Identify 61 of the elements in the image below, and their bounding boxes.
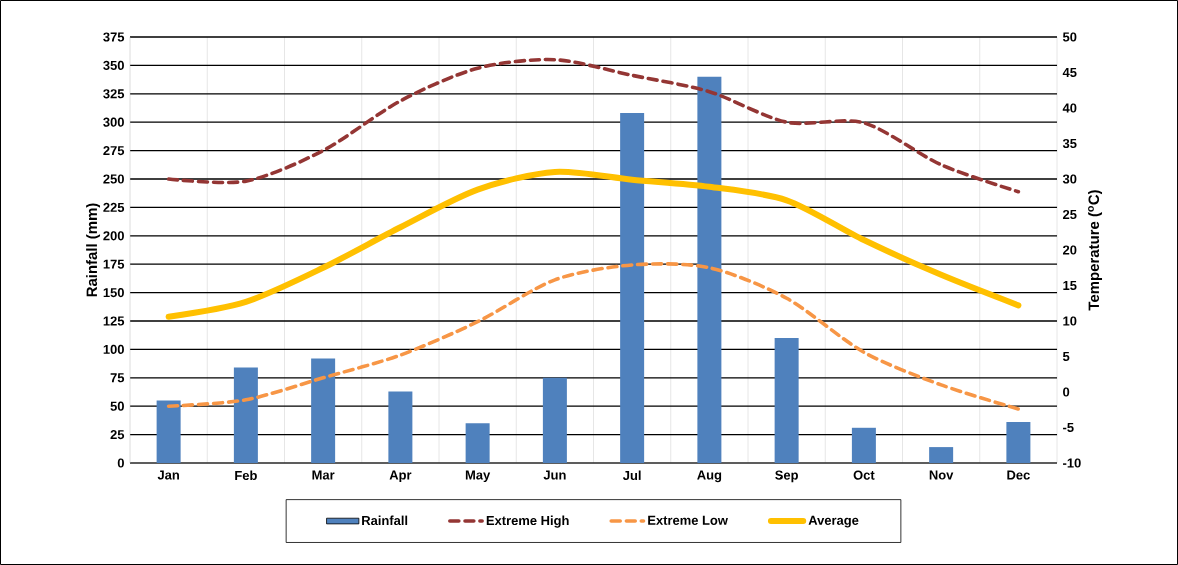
y-tick-label: 225 bbox=[103, 202, 125, 212]
y-tick-label: 300 bbox=[103, 117, 124, 127]
bar bbox=[542, 377, 567, 463]
y2-tick-label: 0 bbox=[1063, 387, 1070, 397]
y-tick-label: 275 bbox=[103, 146, 125, 156]
x-tick-label: Dec bbox=[1007, 470, 1030, 480]
legend-label: Extreme Low bbox=[648, 515, 728, 525]
bar bbox=[697, 76, 722, 463]
bar bbox=[1006, 422, 1031, 463]
y-tick-label: 75 bbox=[110, 373, 125, 383]
line-series bbox=[166, 57, 1021, 194]
y2-tick-label: 30 bbox=[1062, 174, 1077, 184]
y2-tick-label: 5 bbox=[1062, 351, 1070, 362]
y-tick-label: 200 bbox=[103, 231, 124, 241]
legend-label: Average bbox=[808, 515, 859, 528]
y-tick-label: 375 bbox=[103, 32, 125, 42]
legend-label: Rainfall bbox=[362, 515, 408, 526]
x-tick-label: Jan bbox=[157, 470, 179, 480]
y-tick-label: 0 bbox=[117, 458, 124, 468]
y2-tick-label: 20 bbox=[1062, 245, 1077, 255]
bar bbox=[620, 113, 645, 463]
y-tick-label: 150 bbox=[103, 288, 124, 298]
y2-tick-label: 15 bbox=[1063, 280, 1077, 291]
bar bbox=[774, 338, 799, 463]
y2-tick-label: -10 bbox=[1063, 458, 1081, 468]
y2-axis-title: Temperature ($^{o}$C) bbox=[1088, 190, 1103, 311]
y2-tick-label: 10 bbox=[1063, 316, 1077, 326]
bar bbox=[929, 447, 954, 463]
line-series bbox=[166, 262, 1021, 411]
x-tick-label: Nov bbox=[929, 470, 954, 480]
y2-tick-label: 45 bbox=[1062, 67, 1077, 78]
bar bbox=[465, 423, 490, 463]
x-tick-label: Mar bbox=[312, 470, 335, 480]
y2-tick-label: 50 bbox=[1062, 32, 1077, 42]
legend-label: Extreme High bbox=[486, 515, 569, 528]
y2-tick-label: 25 bbox=[1062, 209, 1077, 220]
y-tick-label: 25 bbox=[110, 430, 125, 440]
bar bbox=[388, 391, 413, 463]
y2-tick-label: -5 bbox=[1063, 422, 1074, 433]
x-tick-label: Aug bbox=[697, 470, 722, 483]
y-tick-label: 350 bbox=[103, 60, 124, 70]
x-tick-label: Oct bbox=[853, 470, 875, 480]
x-tick-label: Jun bbox=[543, 470, 566, 480]
y-axis-title: Rainfall (mm) bbox=[86, 203, 101, 297]
bar bbox=[233, 367, 258, 463]
y2-tick-label: 40 bbox=[1062, 103, 1077, 113]
bar bbox=[311, 358, 336, 463]
bar bbox=[156, 400, 181, 463]
x-tick-label: Apr bbox=[389, 470, 412, 483]
x-tick-label: May bbox=[465, 470, 491, 483]
y-tick-label: 325 bbox=[103, 89, 125, 99]
x-tick-label: Jul bbox=[622, 470, 641, 481]
y2-tick-label: 35 bbox=[1062, 138, 1077, 149]
x-tick-label: Sep bbox=[775, 470, 798, 483]
y-tick-label: 100 bbox=[103, 344, 124, 354]
y-tick-label: 250 bbox=[103, 174, 124, 184]
y-tick-label: 175 bbox=[103, 259, 125, 269]
y-tick-label: 125 bbox=[103, 316, 125, 326]
y-tick-label: 50 bbox=[110, 401, 124, 411]
bar bbox=[851, 427, 876, 463]
x-tick-label: Feb bbox=[235, 470, 257, 481]
